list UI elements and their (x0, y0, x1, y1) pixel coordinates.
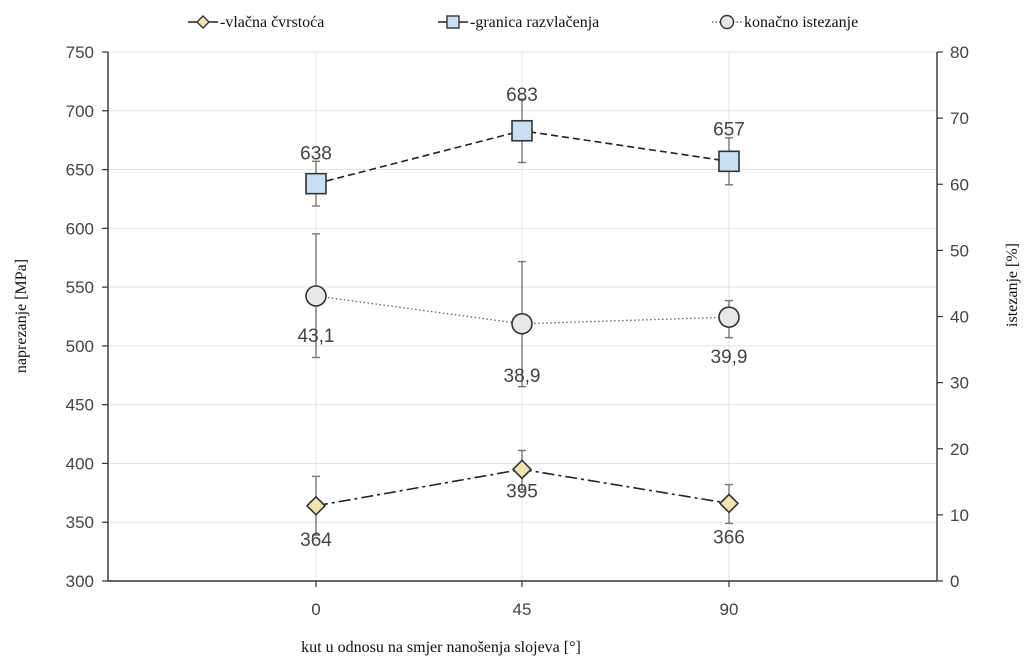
axes: 3003504004505005506006507007500102030405… (66, 43, 969, 619)
x-tick-label: 45 (513, 600, 532, 619)
data-label: 683 (506, 85, 538, 106)
data-label: 366 (713, 527, 745, 548)
y-right-tick-label: 80 (950, 43, 969, 62)
legend-marker (446, 15, 460, 29)
y-left-tick-label: 400 (66, 454, 94, 473)
x-tick-label: 90 (720, 600, 739, 619)
y-left-tick-label: 600 (66, 219, 94, 238)
data-point-square (511, 119, 533, 142)
series-square (305, 98, 740, 207)
series-circle (305, 233, 740, 388)
legend-label: -granica razvlačenja (470, 14, 599, 31)
data-point-square (305, 172, 327, 195)
data-label: 39,9 (711, 347, 748, 368)
legend-label: -vlačna čvrstoća (220, 14, 324, 31)
data-point-circle (511, 312, 533, 335)
data-point-square (718, 150, 740, 173)
data-point-diamond (511, 459, 533, 480)
legend-item: konačno istezanje (712, 14, 858, 31)
data-point-diamond (718, 493, 740, 514)
y-axis-left-title: naprezanje [MPa] (13, 259, 30, 373)
y-left-tick-label: 750 (66, 43, 94, 62)
data-label: 657 (713, 119, 745, 140)
y-right-tick-label: 0 (950, 572, 959, 591)
data-label: 364 (300, 530, 332, 551)
legend-item: -vlačna čvrstoća (188, 14, 324, 31)
data-label: 43,1 (298, 326, 335, 347)
series-line (315, 295, 730, 325)
x-axis-title: kut u odnosu na smjer nanošenja slojeva … (301, 639, 581, 656)
legend-item: -granica razvlačenja (438, 14, 599, 31)
y-left-tick-label: 450 (66, 396, 94, 415)
legend-marker (719, 14, 735, 30)
data-labels: 364 395 366 638 683 657 43,1 38,9 39,9 (298, 85, 748, 551)
legend: -vlačna čvrstoća -granica razvlačenja kon… (188, 14, 858, 31)
y-left-tick-label: 650 (66, 161, 94, 180)
y-left-tick-label: 500 (66, 337, 94, 356)
legend-label: konačno istezanje (744, 14, 858, 31)
y-left-tick-label: 300 (66, 572, 94, 591)
data-label: 38,9 (504, 366, 541, 387)
y-right-tick-label: 50 (950, 241, 969, 260)
y-right-tick-label: 10 (950, 506, 969, 525)
data-label: 395 (506, 481, 538, 502)
data-label: 638 (300, 144, 332, 165)
series-diamond (305, 449, 740, 536)
y-left-tick-label: 700 (66, 102, 94, 121)
y-right-tick-label: 30 (950, 374, 969, 393)
y-left-tick-label: 350 (66, 513, 94, 532)
data-point-circle (305, 285, 327, 307)
y-right-tick-label: 70 (950, 109, 969, 128)
data-point-circle (718, 306, 740, 328)
y-right-tick-label: 40 (950, 308, 969, 327)
y-axis-right-title: istezanje [%] (1004, 243, 1021, 327)
x-tick-label: 0 (311, 600, 320, 619)
legend-marker (196, 15, 210, 29)
data-point-diamond (305, 495, 327, 516)
y-left-tick-label: 550 (66, 278, 94, 297)
series-layer (305, 98, 740, 536)
y-right-tick-label: 60 (950, 175, 969, 194)
y-right-tick-label: 20 (950, 440, 969, 459)
